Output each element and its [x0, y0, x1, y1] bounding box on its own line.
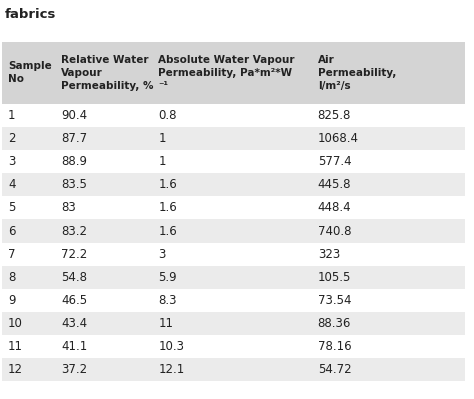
- Text: 12: 12: [8, 363, 23, 376]
- Text: 8: 8: [8, 271, 16, 284]
- Text: 5: 5: [8, 201, 16, 214]
- Text: 448.4: 448.4: [318, 201, 351, 214]
- Bar: [2, 243, 465, 266]
- Text: 43.4: 43.4: [61, 317, 87, 330]
- Text: 41.1: 41.1: [61, 340, 88, 353]
- Text: 3: 3: [8, 155, 16, 168]
- Text: 1: 1: [8, 109, 16, 122]
- Bar: [2, 358, 465, 381]
- Text: 54.8: 54.8: [61, 271, 87, 284]
- Text: 445.8: 445.8: [318, 178, 351, 191]
- Text: 11: 11: [158, 317, 173, 330]
- Text: Air
Permeability,
l/m²/s: Air Permeability, l/m²/s: [318, 55, 396, 91]
- Text: 1: 1: [158, 132, 166, 145]
- Text: Sample
No: Sample No: [8, 61, 52, 84]
- Text: 1: 1: [158, 155, 166, 168]
- Text: 83.5: 83.5: [61, 178, 87, 191]
- Text: 90.4: 90.4: [61, 109, 87, 122]
- Bar: [2, 219, 465, 243]
- Text: 6: 6: [8, 225, 16, 237]
- Text: 88.36: 88.36: [318, 317, 351, 330]
- Text: 37.2: 37.2: [61, 363, 87, 376]
- Text: 3: 3: [158, 248, 165, 261]
- Text: 72.2: 72.2: [61, 248, 88, 261]
- Text: 4: 4: [8, 178, 16, 191]
- Text: 88.9: 88.9: [61, 155, 87, 168]
- Text: 1.6: 1.6: [158, 178, 177, 191]
- Text: 323: 323: [318, 248, 340, 261]
- Text: 10: 10: [8, 317, 23, 330]
- Text: 105.5: 105.5: [318, 271, 351, 284]
- Text: Absolute Water Vapour
Permeability, Pa*m²*W
⁻¹: Absolute Water Vapour Permeability, Pa*m…: [158, 55, 295, 91]
- Text: fabrics: fabrics: [5, 8, 56, 21]
- Bar: [2, 312, 465, 335]
- Bar: [2, 196, 465, 219]
- Bar: [2, 150, 465, 173]
- Text: 740.8: 740.8: [318, 225, 351, 237]
- Text: 87.7: 87.7: [61, 132, 87, 145]
- Text: 9: 9: [8, 294, 16, 307]
- Text: 10.3: 10.3: [158, 340, 184, 353]
- Bar: [2, 266, 465, 289]
- Bar: [2, 104, 465, 127]
- Text: 577.4: 577.4: [318, 155, 351, 168]
- Text: 54.72: 54.72: [318, 363, 351, 376]
- Text: Relative Water
Vapour
Permeability, %: Relative Water Vapour Permeability, %: [61, 55, 154, 91]
- Text: 7: 7: [8, 248, 16, 261]
- Text: 5.9: 5.9: [158, 271, 177, 284]
- Text: 0.8: 0.8: [158, 109, 177, 122]
- Text: 83.2: 83.2: [61, 225, 87, 237]
- Text: 1.6: 1.6: [158, 225, 177, 237]
- Text: 825.8: 825.8: [318, 109, 351, 122]
- Text: 2: 2: [8, 132, 16, 145]
- Text: 1.6: 1.6: [158, 201, 177, 214]
- Bar: [2, 173, 465, 196]
- Text: 83: 83: [61, 201, 76, 214]
- Bar: [2, 42, 465, 104]
- Text: 78.16: 78.16: [318, 340, 351, 353]
- Text: 8.3: 8.3: [158, 294, 177, 307]
- Bar: [2, 335, 465, 358]
- Text: 73.54: 73.54: [318, 294, 351, 307]
- Text: 46.5: 46.5: [61, 294, 87, 307]
- Bar: [2, 289, 465, 312]
- Text: 12.1: 12.1: [158, 363, 184, 376]
- Text: 11: 11: [8, 340, 23, 353]
- Bar: [2, 127, 465, 150]
- Text: 1068.4: 1068.4: [318, 132, 359, 145]
